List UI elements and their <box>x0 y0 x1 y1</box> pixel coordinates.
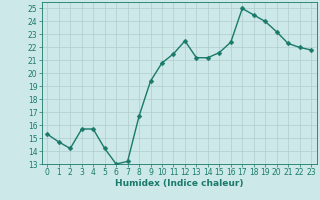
X-axis label: Humidex (Indice chaleur): Humidex (Indice chaleur) <box>115 179 244 188</box>
